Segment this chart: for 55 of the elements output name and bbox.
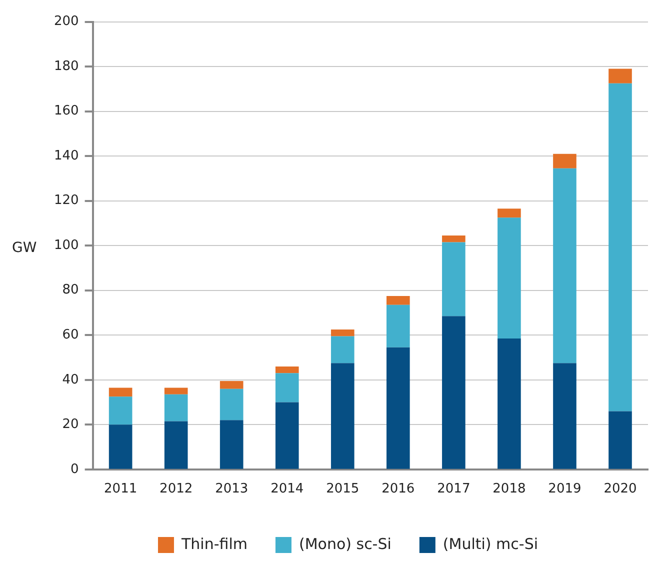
bar [164, 394, 188, 422]
bar [275, 366, 299, 374]
y-tick-label: 180 [54, 58, 79, 74]
bar [164, 388, 188, 394]
bar [108, 396, 132, 425]
x-tick-label: 2020 [604, 482, 637, 497]
x-tick-label: 2014 [270, 482, 304, 497]
bar [164, 421, 188, 469]
bar [220, 420, 244, 469]
bar [553, 168, 576, 364]
bar [498, 218, 521, 338]
y-axis-title: GW [12, 240, 37, 256]
bar [608, 83, 632, 412]
y-tick-label: 200 [54, 14, 79, 30]
x-tick-label: 2017 [437, 482, 470, 497]
y-tick-label: 60 [62, 327, 79, 342]
bar [108, 388, 132, 397]
y-tick-label: 140 [54, 148, 79, 164]
y-tick-label: 120 [54, 193, 79, 208]
bar [442, 316, 466, 469]
x-tick-label: 2011 [104, 482, 138, 497]
bar [386, 347, 410, 469]
bar [608, 68, 632, 84]
x-tick-label: 2019 [548, 482, 582, 497]
y-tick-label: 40 [62, 372, 79, 388]
bar [330, 363, 354, 469]
bar [330, 330, 354, 336]
y-tick-label: 100 [54, 238, 79, 253]
bar [275, 402, 299, 469]
x-tick-label: 2016 [382, 482, 415, 497]
legend-label: (Multi) mc-Si [442, 534, 538, 553]
bar [275, 373, 299, 402]
bar [553, 154, 576, 168]
legend-label: (Mono) sc-Si [298, 534, 392, 553]
y-tick-label: 80 [62, 282, 79, 298]
y-tick-label: 0 [70, 462, 79, 477]
bar [442, 242, 466, 316]
bar [386, 304, 410, 348]
bar [330, 336, 354, 364]
bar [498, 338, 521, 469]
bar [386, 296, 410, 305]
y-tick-label: 20 [62, 417, 79, 432]
x-tick-label: 2018 [492, 482, 526, 497]
legend-label: Thin-film [180, 534, 248, 553]
bar [442, 236, 466, 242]
y-tick-label: 160 [54, 104, 79, 119]
x-tick-label: 2012 [160, 482, 193, 497]
bar [608, 411, 632, 469]
bar [108, 424, 132, 469]
x-tick-label: 2013 [215, 482, 248, 497]
bar [498, 208, 521, 218]
bar [220, 388, 244, 420]
bar [553, 363, 576, 469]
x-tick-label: 2015 [326, 482, 360, 497]
bar [220, 381, 244, 389]
